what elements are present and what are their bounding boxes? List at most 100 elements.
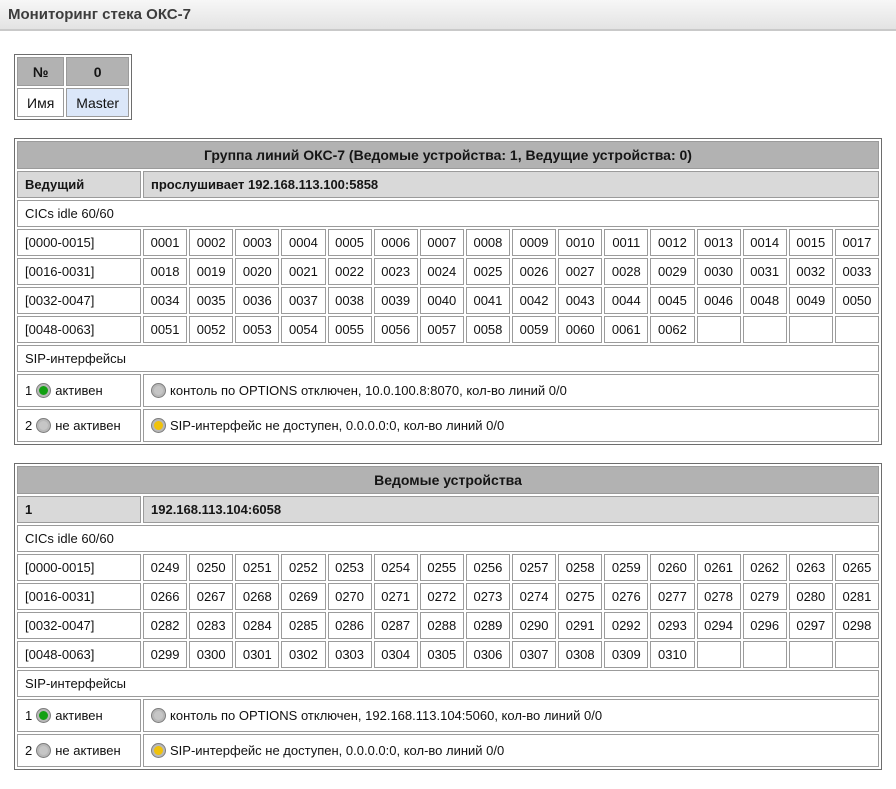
cic-cell: 0061 bbox=[604, 316, 649, 343]
cic-cell: 0266 bbox=[143, 583, 188, 610]
cic-cell: 0041 bbox=[465, 287, 510, 314]
cic-cell: 0253 bbox=[327, 554, 372, 581]
cic-cell: 0039 bbox=[373, 287, 418, 314]
subheader-value: прослушивает 192.168.113.100:5858 bbox=[143, 171, 879, 198]
cic-cell: 0008 bbox=[465, 229, 510, 256]
cic-cell: 0044 bbox=[604, 287, 649, 314]
table-title-row: Группа линий ОКС-7 (Ведомые устройства: … bbox=[17, 141, 879, 169]
cic-row: [0032-0047] 0034 0035 0036 0037 0038 0039 0040 0… bbox=[17, 287, 879, 314]
cic-row: [0000-0015] 0001 0002 0003 0004 0005 0006 0007 0… bbox=[17, 229, 879, 256]
cic-range-label: [0032-0047] bbox=[17, 287, 141, 314]
cic-cell: 0058 bbox=[465, 316, 510, 343]
cic-cell: 0285 bbox=[281, 612, 326, 639]
cic-cell: 0026 bbox=[512, 258, 557, 285]
sip-interface-row: 2 не активен SIP-интерфейс не доступен, 0.… bbox=[17, 734, 879, 767]
cic-cell bbox=[788, 316, 833, 343]
cics-idle-label: CICs idle 60/60 bbox=[17, 525, 879, 552]
sip-status-text: активен bbox=[55, 708, 103, 723]
cic-cell: 0014 bbox=[742, 229, 787, 256]
cic-cell: 0029 bbox=[650, 258, 695, 285]
table-title: Группа линий ОКС-7 (Ведомые устройства: … bbox=[17, 141, 879, 169]
cic-cell bbox=[696, 641, 741, 668]
cic-cell: 0052 bbox=[189, 316, 234, 343]
cic-cell: 0262 bbox=[742, 554, 787, 581]
device-table-header-row: № 0 bbox=[17, 57, 130, 86]
cic-cell: 0031 bbox=[742, 258, 787, 285]
cic-cell: 0010 bbox=[558, 229, 603, 256]
cic-cell: 0059 bbox=[512, 316, 557, 343]
cic-cell: 0062 bbox=[650, 316, 695, 343]
sip-interfaces-label: SIP-интерфейсы bbox=[17, 670, 879, 697]
cic-cell bbox=[742, 641, 787, 668]
cic-cell: 0032 bbox=[788, 258, 833, 285]
cic-cell: 0006 bbox=[373, 229, 418, 256]
sip-interfaces-header-row: SIP-интерфейсы bbox=[17, 345, 879, 372]
cic-cell: 0310 bbox=[650, 641, 695, 668]
device-table: № 0 Имя Master bbox=[14, 54, 133, 120]
cics-idle-label: CICs idle 60/60 bbox=[17, 200, 879, 227]
cic-cell: 0001 bbox=[143, 229, 188, 256]
device-number-header: № bbox=[17, 57, 65, 86]
cic-cell: 0004 bbox=[281, 229, 326, 256]
cic-cell: 0051 bbox=[143, 316, 188, 343]
cic-cell: 0282 bbox=[143, 612, 188, 639]
sip-status-text: активен bbox=[55, 383, 103, 398]
sip-detail-text: SIP-интерфейс не доступен, 0.0.0.0:0, ко… bbox=[170, 743, 505, 758]
subheader-label: Ведущий bbox=[17, 171, 141, 198]
cic-cell: 0049 bbox=[788, 287, 833, 314]
cic-cell: 0060 bbox=[558, 316, 603, 343]
cic-cell: 0275 bbox=[558, 583, 603, 610]
device-0-tab[interactable]: 0 bbox=[66, 57, 130, 86]
cic-cell bbox=[834, 641, 879, 668]
cic-row: [0048-0063] 0051 0052 0053 0054 0055 0056 0057 0… bbox=[17, 316, 879, 343]
cic-range-label: [0048-0063] bbox=[17, 641, 141, 668]
sip-status-cell: 1 активен bbox=[17, 374, 141, 407]
cic-cell: 0007 bbox=[419, 229, 464, 256]
cic-row: [0000-0015] 0249 0250 0251 0252 0253 0254 0255 0… bbox=[17, 554, 879, 581]
table-title-row: Ведомые устройства bbox=[17, 466, 879, 494]
cic-cell: 0303 bbox=[327, 641, 372, 668]
cic-cell: 0019 bbox=[189, 258, 234, 285]
sip-detail-cell: контоль по OPTIONS отключен, 10.0.100.8:… bbox=[143, 374, 879, 407]
cic-cell: 0013 bbox=[696, 229, 741, 256]
device-name-value[interactable]: Master bbox=[66, 88, 130, 117]
cic-cell: 0053 bbox=[235, 316, 280, 343]
cic-cell: 0304 bbox=[373, 641, 418, 668]
sip-status-cell: 1 активен bbox=[17, 699, 141, 732]
cic-cell: 0005 bbox=[327, 229, 372, 256]
cic-cell: 0018 bbox=[143, 258, 188, 285]
sip-detail-cell: SIP-интерфейс не доступен, 0.0.0.0:0, ко… bbox=[143, 734, 879, 767]
cic-cell: 0258 bbox=[558, 554, 603, 581]
cic-cell: 0055 bbox=[327, 316, 372, 343]
cic-cell: 0274 bbox=[512, 583, 557, 610]
cic-cell bbox=[834, 316, 879, 343]
cic-cell: 0309 bbox=[604, 641, 649, 668]
table-subheader-row: Ведущий прослушивает 192.168.113.100:5858 bbox=[17, 171, 879, 198]
cic-cell: 0043 bbox=[558, 287, 603, 314]
cic-cell: 0256 bbox=[465, 554, 510, 581]
cic-cell: 0292 bbox=[604, 612, 649, 639]
cic-cell: 0301 bbox=[235, 641, 280, 668]
cic-cell: 0294 bbox=[696, 612, 741, 639]
cic-cell: 0002 bbox=[189, 229, 234, 256]
cic-cell: 0281 bbox=[834, 583, 879, 610]
cic-cell: 0284 bbox=[235, 612, 280, 639]
cic-cell bbox=[788, 641, 833, 668]
cic-cell: 0045 bbox=[650, 287, 695, 314]
cic-cell: 0252 bbox=[281, 554, 326, 581]
cic-cell: 0269 bbox=[281, 583, 326, 610]
status-led-gray bbox=[37, 419, 51, 432]
cic-cell: 0308 bbox=[558, 641, 603, 668]
cic-cell: 0267 bbox=[189, 583, 234, 610]
cic-cell: 0283 bbox=[189, 612, 234, 639]
cic-row: [0016-0031] 0018 0019 0020 0021 0022 0023 0024 0… bbox=[17, 258, 879, 285]
sip-status-text: не активен bbox=[55, 418, 121, 433]
cic-cell: 0305 bbox=[419, 641, 464, 668]
cic-cell: 0287 bbox=[373, 612, 418, 639]
cic-range-label: [0000-0015] bbox=[17, 229, 141, 256]
cic-range-label: [0000-0015] bbox=[17, 554, 141, 581]
cic-cell: 0286 bbox=[327, 612, 372, 639]
cic-cell: 0280 bbox=[788, 583, 833, 610]
cic-cell: 0263 bbox=[788, 554, 833, 581]
cic-cell: 0054 bbox=[281, 316, 326, 343]
